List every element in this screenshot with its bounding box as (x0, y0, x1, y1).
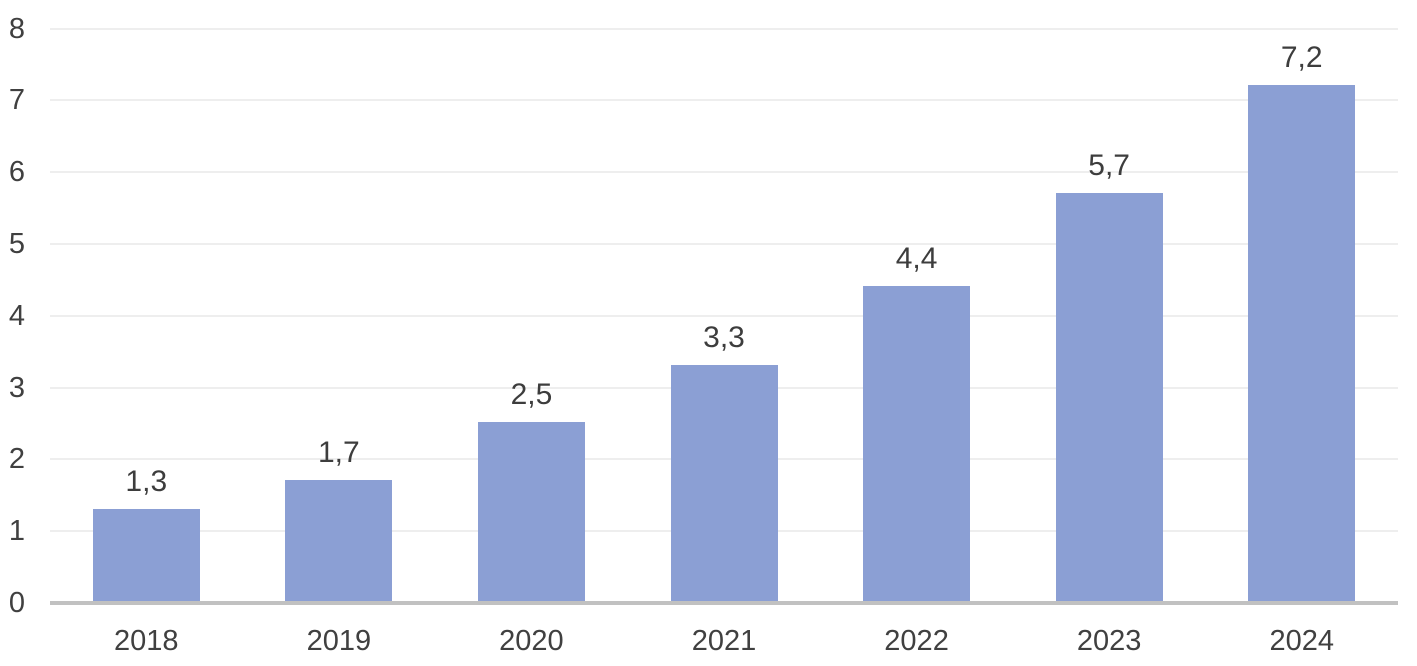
x-axis-tick-label-2022: 2022 (884, 625, 949, 657)
bar-2021 (671, 365, 778, 602)
y-axis-tick-label-2: 2 (8, 443, 26, 476)
bar-value-label-2018: 1,3 (125, 465, 168, 498)
x-axis-baseline (50, 601, 1398, 605)
bar-value-label-2019: 1,7 (317, 436, 360, 469)
gridline-y-8 (50, 27, 1398, 30)
x-axis-tick-label-2021: 2021 (691, 625, 757, 657)
y-axis-tick-label-5: 5 (8, 228, 26, 260)
y-axis-tick-label-1: 1 (8, 515, 26, 548)
bar-value-label-2023: 5,7 (1088, 149, 1130, 182)
bar-2023 (1056, 193, 1163, 602)
bar-2018 (93, 509, 200, 602)
y-axis-tick-label-6: 6 (8, 156, 26, 189)
gridline-y-6 (50, 171, 1398, 174)
y-axis-tick-label-8: 8 (8, 12, 26, 45)
y-axis-tick-label-0: 0 (8, 587, 26, 619)
bar-2020 (478, 422, 585, 602)
x-axis-tick-label-2018: 2018 (114, 625, 179, 657)
y-axis-tick-label-7: 7 (8, 84, 26, 117)
bar-value-label-2024: 7,2 (1280, 41, 1323, 74)
x-axis-tick-label-2019: 2019 (306, 625, 372, 657)
bar-value-label-2022: 4,4 (895, 242, 938, 275)
bar-2024 (1248, 85, 1355, 602)
x-axis-tick-label-2024: 2024 (1269, 625, 1334, 657)
x-axis-tick-label-2023: 2023 (1076, 625, 1142, 657)
gridline-y-5 (50, 243, 1398, 245)
gridline-y-4 (50, 314, 1398, 317)
bar-2019 (285, 480, 392, 602)
gridline-y-7 (50, 99, 1398, 102)
y-axis-tick-label-3: 3 (8, 371, 26, 404)
bar-value-label-2020: 2,5 (510, 378, 553, 411)
y-axis-tick-label-4: 4 (8, 299, 26, 332)
bar-2022 (863, 286, 970, 602)
x-axis-tick-label-2020: 2020 (499, 625, 564, 657)
bar-value-label-2021: 3,3 (703, 321, 745, 354)
